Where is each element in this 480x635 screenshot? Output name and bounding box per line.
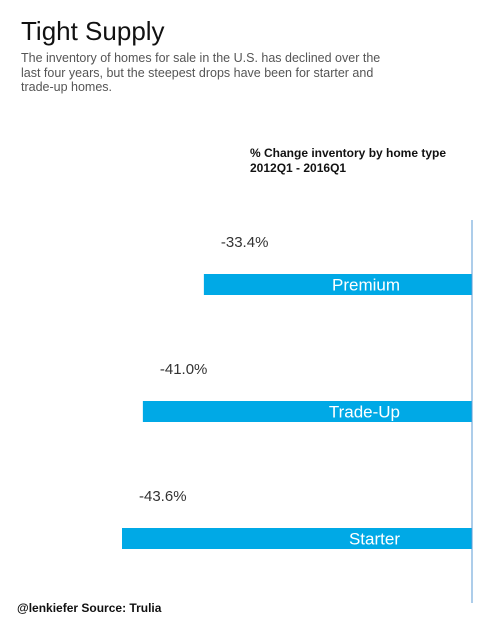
category-label: Starter — [349, 530, 400, 549]
value-label: -33.4% — [221, 234, 269, 251]
chart-period: 2012Q1 - 2016Q1 — [250, 161, 347, 175]
bar-starter — [122, 528, 472, 549]
category-label: Premium — [332, 276, 400, 295]
value-label: -43.6% — [139, 488, 187, 505]
category-label: Trade-Up — [329, 403, 400, 422]
value-label: -41.0% — [160, 361, 208, 378]
bar-premium — [203, 274, 472, 295]
page-title: Tight Supply — [21, 16, 165, 46]
chart-heading: % Change inventory by home type 2012Q1 -… — [250, 146, 446, 176]
chart-title: % Change inventory by home type — [250, 146, 447, 160]
bar-trade-up — [142, 401, 472, 422]
page-subtitle: The inventory of homes for sale in the U… — [21, 51, 381, 94]
source-credit: @lenkiefer Source: Trulia — [17, 601, 162, 615]
bars-layer: Premium -33.4% Trade-Up -41.0% Starter -43.6% — [122, 234, 472, 549]
